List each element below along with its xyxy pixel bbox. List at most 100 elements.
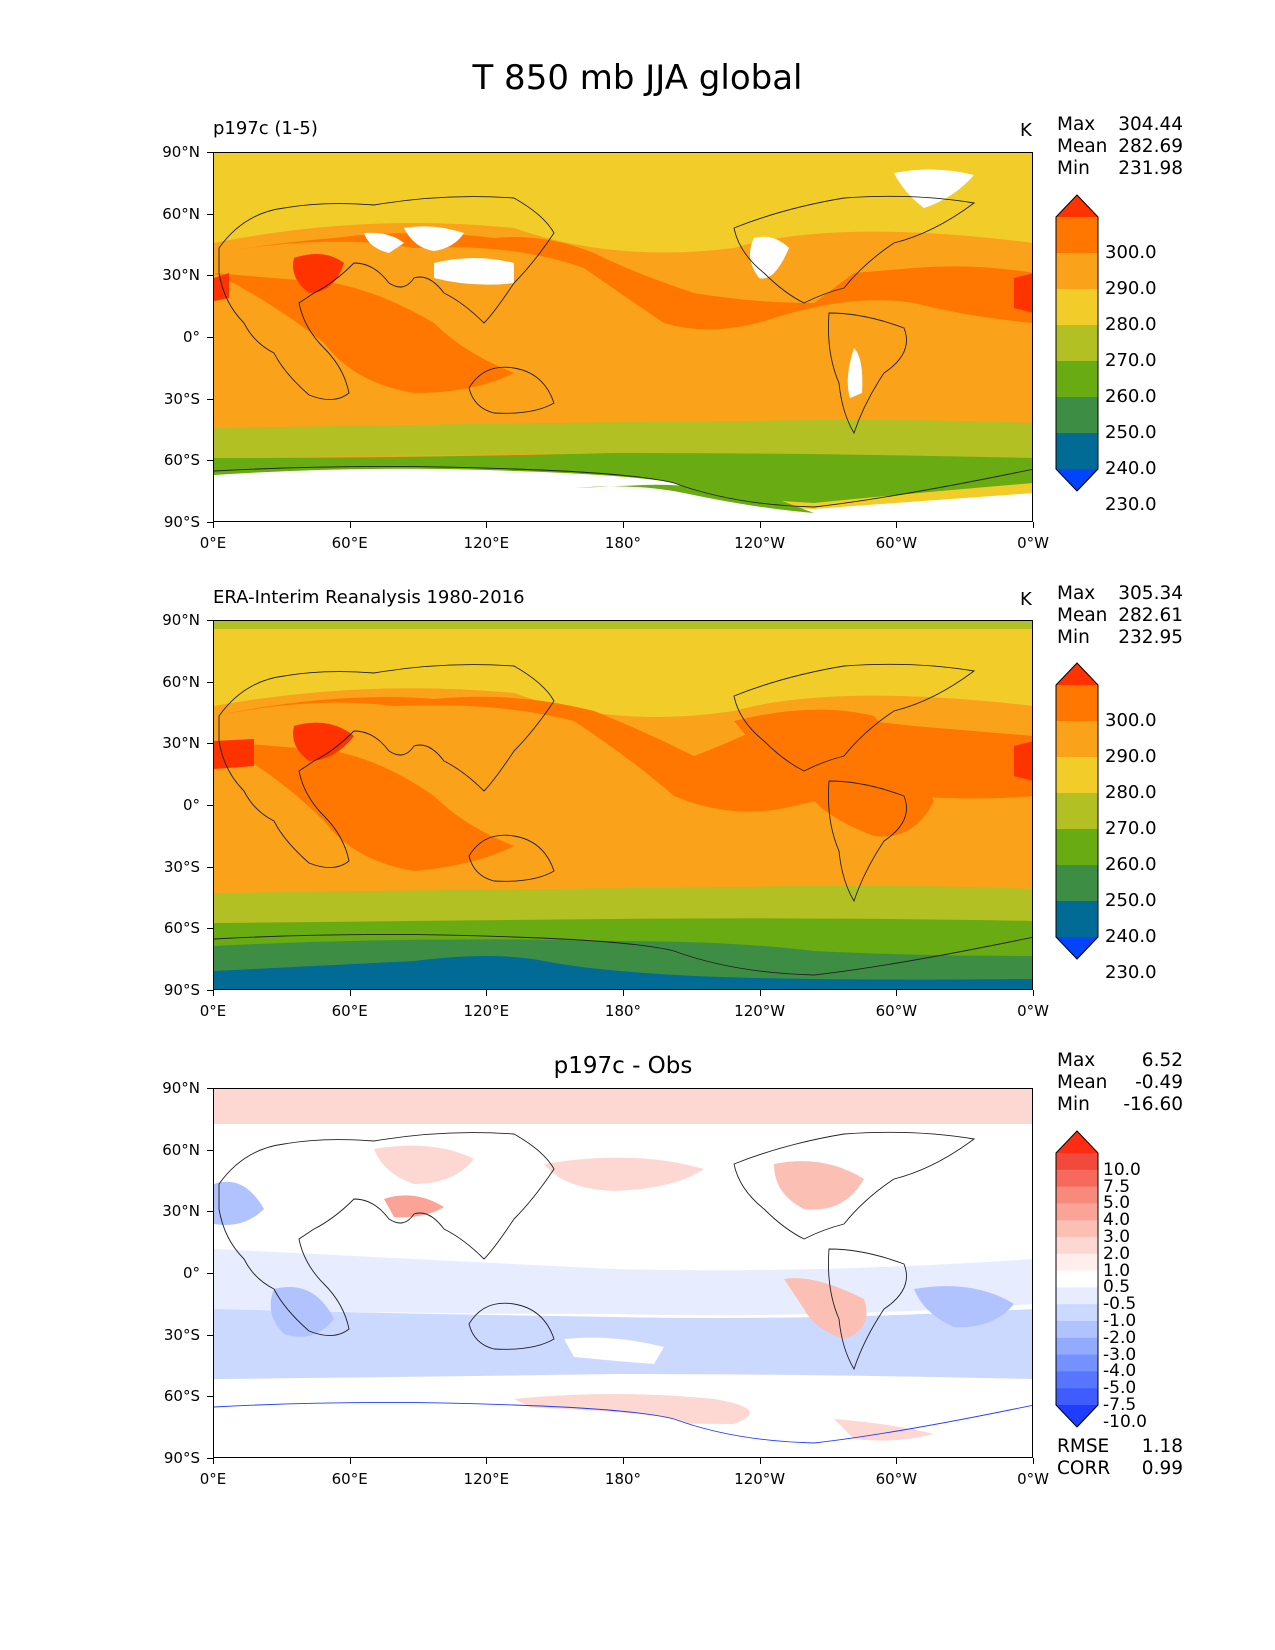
panel-model: p197c (1-5) K Max 304.44 Mean 282.69 Min 23… bbox=[0, 0, 1275, 522]
colorbar-label: -4.0 bbox=[1103, 1361, 1137, 1382]
colorbar-label: -3.0 bbox=[1103, 1344, 1137, 1365]
x-tick-label: 120°E bbox=[463, 1002, 510, 1020]
coastline-south-america bbox=[828, 312, 907, 435]
coastline-australia bbox=[468, 834, 555, 882]
masked-region bbox=[894, 169, 974, 208]
x-tick-label: 60°E bbox=[331, 1002, 368, 1020]
colorbar-segment bbox=[1056, 757, 1098, 794]
colorbar-label: 300.0 bbox=[1105, 710, 1157, 731]
colorbar-extend-bottom bbox=[1056, 1405, 1098, 1427]
x-tick-label: 60°W bbox=[875, 1002, 918, 1020]
masked-region bbox=[434, 258, 514, 285]
masked-region bbox=[364, 232, 404, 253]
masked-region bbox=[750, 236, 789, 279]
y-tick-mark bbox=[207, 213, 213, 215]
colorbar-segment bbox=[1056, 253, 1098, 290]
panel-difference: p197c - Obs Max 6.52 Mean -0.49 Min -16.60 bbox=[0, 0, 1275, 1479]
band-300 bbox=[214, 739, 254, 769]
colorbar-segment bbox=[1056, 1354, 1098, 1372]
x-tick-label: 120°E bbox=[463, 534, 510, 552]
band-260 bbox=[214, 419, 1032, 458]
colorbar-segment bbox=[1056, 361, 1098, 398]
colorbar-label: 230.0 bbox=[1105, 962, 1157, 983]
y-tick-mark bbox=[207, 1273, 213, 1274]
x-tick-label: 0°W bbox=[1017, 1002, 1049, 1020]
y-tick-mark bbox=[207, 522, 213, 523]
y-tick-mark bbox=[207, 460, 213, 462]
x-tick-label: 0°E bbox=[199, 1470, 227, 1488]
band-260 bbox=[214, 885, 1032, 923]
band-290 bbox=[214, 233, 1032, 330]
colorbar-label: 2.0 bbox=[1103, 1243, 1131, 1264]
stat-value: 305.34 bbox=[1118, 583, 1183, 604]
stat-label: Max bbox=[1057, 583, 1096, 604]
band-280 bbox=[214, 223, 1032, 483]
y-tick-mark bbox=[207, 1088, 213, 1089]
y-tick-label: 0° bbox=[182, 1264, 200, 1282]
colorbar-segment bbox=[1056, 1337, 1098, 1356]
stats-box: Max 6.52 Mean -0.49 Min -16.60 bbox=[1057, 1050, 1183, 1116]
colorbar-segment bbox=[1056, 721, 1098, 758]
stat-value: -16.60 bbox=[1123, 1094, 1183, 1115]
y-tick-label: 90°N bbox=[162, 1079, 200, 1097]
stat-value: 282.61 bbox=[1118, 605, 1183, 626]
metric-value: 0.99 bbox=[1141, 1458, 1183, 1479]
figure-title: T 850 mb JJA global bbox=[472, 58, 803, 98]
x-tick-label: 0°E bbox=[199, 1002, 227, 1020]
colorbar-label: 300.0 bbox=[1105, 242, 1157, 263]
y-tick-mark bbox=[207, 681, 213, 683]
coastline-australia bbox=[468, 366, 555, 414]
x-tick-mark bbox=[213, 1458, 214, 1464]
band-pos-medium bbox=[774, 1161, 864, 1210]
band-neg-large bbox=[914, 1286, 1014, 1328]
x-tick-mark bbox=[1033, 522, 1034, 528]
y-tick-label: 60°S bbox=[163, 1387, 200, 1406]
x-tick-label: 60°W bbox=[875, 1470, 918, 1488]
metrics-box: RMSE 1.18 CORR 0.99 bbox=[1057, 1436, 1183, 1480]
colorbar-segment bbox=[1056, 289, 1098, 326]
colorbar-segment bbox=[1056, 1186, 1098, 1204]
colorbar-outline bbox=[1055, 662, 1099, 960]
y-tick-label: 60°S bbox=[163, 919, 200, 938]
stat-value: -0.49 bbox=[1135, 1072, 1183, 1093]
x-tick-label: 0°E bbox=[199, 534, 227, 552]
stat-label: Max bbox=[1057, 114, 1096, 135]
band-260 bbox=[214, 621, 1032, 629]
masked-region bbox=[847, 348, 863, 398]
coastline-north-america bbox=[733, 1131, 976, 1240]
colorbar-label: -5.0 bbox=[1103, 1378, 1137, 1399]
x-tick-label: 120°W bbox=[734, 534, 786, 552]
band-300 bbox=[1014, 741, 1032, 781]
colorbar-segment bbox=[1056, 1371, 1098, 1389]
colorbar-outline bbox=[1055, 1130, 1099, 1428]
coastline-north-america bbox=[733, 195, 976, 304]
y-tick-label: 0° bbox=[182, 328, 200, 346]
x-tick-label: 0°W bbox=[1017, 534, 1049, 552]
x-tick-mark bbox=[759, 990, 761, 996]
colorbar bbox=[1055, 1130, 1099, 1428]
colorbar-label: 230.0 bbox=[1105, 494, 1157, 515]
band-290-africa bbox=[214, 741, 514, 871]
y-tick-label: 60°N bbox=[162, 672, 200, 691]
band-300 bbox=[293, 254, 344, 293]
y-tick-label: 0° bbox=[182, 796, 200, 814]
metric-label: RMSE bbox=[1057, 1436, 1110, 1457]
stat-label: Min bbox=[1057, 627, 1090, 648]
band-pos-medium bbox=[384, 1195, 444, 1218]
coastline-australia bbox=[468, 1302, 555, 1350]
x-tick-mark bbox=[349, 522, 351, 528]
x-tick-label: 120°E bbox=[463, 1470, 510, 1488]
colorbar-segment bbox=[1056, 1287, 1098, 1305]
colorbar-label: 270.0 bbox=[1105, 350, 1157, 371]
x-tick-mark bbox=[623, 1458, 624, 1464]
colorbar-segment bbox=[1056, 793, 1098, 830]
colorbar-label: 0.5 bbox=[1103, 1277, 1131, 1298]
x-tick-mark bbox=[623, 522, 624, 528]
colorbar-extend-top bbox=[1056, 1131, 1098, 1153]
colorbar-segment bbox=[1056, 1253, 1098, 1272]
colorbar-label: 3.0 bbox=[1103, 1227, 1131, 1247]
panel-observation: ERA-Interim Reanalysis 1980-2016 K Max 30… bbox=[0, 0, 1275, 990]
colorbar-label: 280.0 bbox=[1105, 314, 1157, 335]
x-tick-mark bbox=[486, 522, 488, 528]
y-tick-mark bbox=[207, 398, 213, 400]
